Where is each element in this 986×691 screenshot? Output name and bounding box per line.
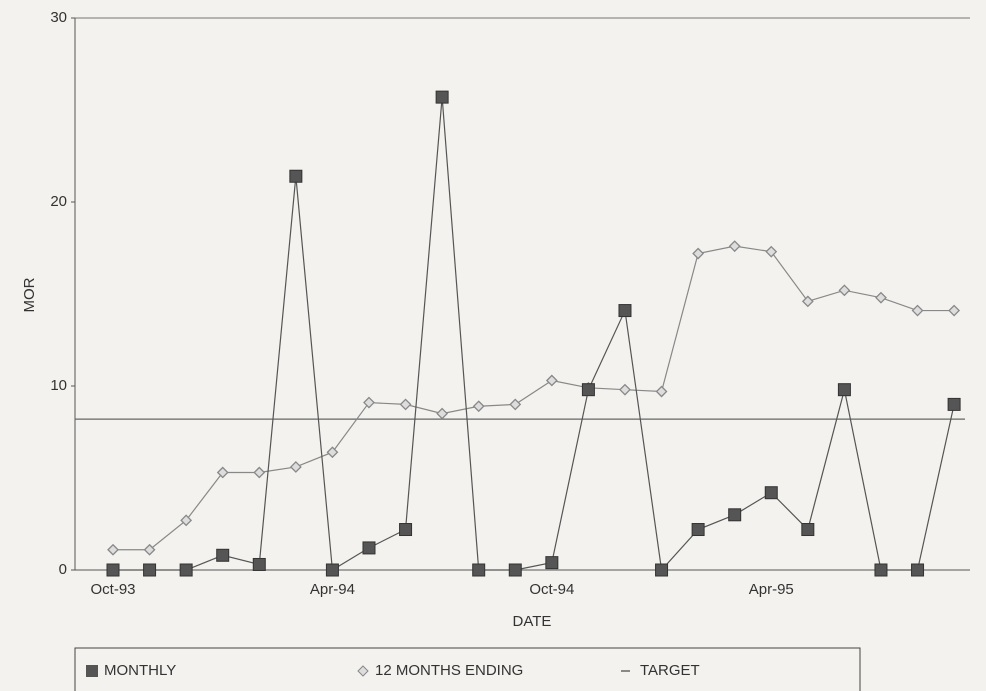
marker-square xyxy=(911,563,925,577)
marker-diamond xyxy=(472,400,485,413)
marker-square xyxy=(143,563,157,577)
legend-label: TARGET xyxy=(640,662,700,679)
marker-square xyxy=(764,486,778,500)
marker-square xyxy=(472,563,486,577)
y-tick-label: 30 xyxy=(50,9,67,26)
y-tick-label: 20 xyxy=(50,193,67,210)
marker-square xyxy=(106,563,120,577)
marker-diamond xyxy=(436,407,449,420)
legend-label: 12 MONTHS ENDING xyxy=(375,662,523,679)
x-axis-label: DATE xyxy=(513,613,552,630)
marker-square xyxy=(655,563,669,577)
marker-diamond xyxy=(143,543,156,556)
x-tick-label: Oct-94 xyxy=(529,581,574,598)
legend-swatch xyxy=(86,665,98,677)
marker-diamond xyxy=(619,383,631,396)
marker-square xyxy=(545,556,559,570)
marker-square xyxy=(399,523,413,537)
marker-diamond xyxy=(545,374,558,387)
marker-square xyxy=(691,523,705,537)
marker-diamond xyxy=(180,514,193,527)
y-axis-label: MOR xyxy=(21,277,38,312)
marker-diamond xyxy=(692,247,705,260)
marker-diamond xyxy=(289,461,302,473)
marker-square xyxy=(216,548,230,562)
marker-diamond xyxy=(326,446,339,459)
marker-diamond xyxy=(363,396,375,409)
marker-diamond xyxy=(875,291,887,304)
series-line xyxy=(113,97,955,572)
marker-square xyxy=(325,563,339,577)
marker-diamond xyxy=(509,398,522,411)
legend-label: MONTHLY xyxy=(104,662,176,679)
marker-square xyxy=(252,557,266,571)
marker-diamond xyxy=(801,295,814,308)
marker-square xyxy=(289,169,303,183)
marker-diamond xyxy=(399,398,412,411)
marker-square xyxy=(618,304,632,318)
legend-box xyxy=(74,647,861,691)
series-line xyxy=(113,245,955,551)
x-tick-label: Apr-95 xyxy=(749,581,794,598)
legend-swatch xyxy=(357,665,369,677)
marker-square xyxy=(179,563,193,577)
marker-square xyxy=(874,563,888,577)
marker-square xyxy=(801,523,815,537)
marker-square xyxy=(837,383,851,397)
marker-square xyxy=(508,563,522,577)
marker-diamond xyxy=(107,543,119,556)
marker-square xyxy=(581,383,595,397)
marker-square xyxy=(362,541,376,555)
marker-diamond xyxy=(253,466,266,479)
marker-diamond xyxy=(948,304,961,317)
marker-diamond xyxy=(216,466,229,479)
x-tick-label: Oct-93 xyxy=(90,581,135,598)
marker-diamond xyxy=(655,385,668,398)
marker-square xyxy=(947,397,961,411)
y-tick-label: 0 xyxy=(59,561,67,578)
marker-square xyxy=(435,90,449,104)
marker-diamond xyxy=(765,245,778,258)
x-tick-label: Apr-94 xyxy=(310,581,355,598)
y-tick-label: 10 xyxy=(50,377,67,394)
marker-square xyxy=(728,508,742,522)
marker-diamond xyxy=(728,240,741,253)
marker-diamond xyxy=(838,284,851,297)
marker-diamond xyxy=(911,304,924,317)
